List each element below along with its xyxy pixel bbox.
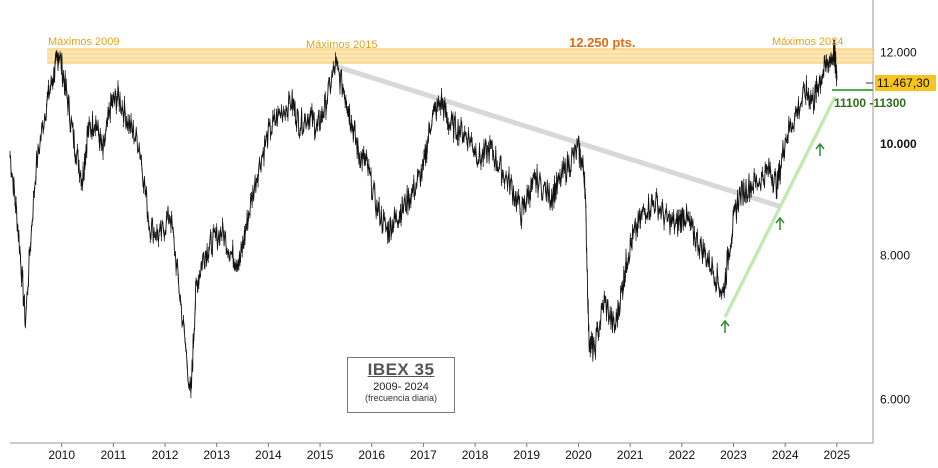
y-tick-label: 8.000 — [880, 249, 910, 263]
x-tick-label: 2022 — [668, 448, 695, 462]
up-arrow — [815, 142, 825, 156]
x-tick-label: 2023 — [720, 448, 747, 462]
x-tick-label: 2015 — [307, 448, 334, 462]
chart-title: IBEX 35 — [367, 360, 435, 379]
price-tag-box — [875, 75, 936, 91]
annotation-max-2024: Máximos 2024 — [772, 36, 844, 48]
x-tick-label: 2010 — [48, 448, 75, 462]
annotation-level: 12.250 pts. — [569, 35, 636, 50]
y-tick-label: 10.000 — [880, 137, 917, 151]
price-series — [9, 39, 838, 399]
y-tick-label: 12.000 — [880, 46, 917, 60]
x-ticks: 2010 2011 2012 2013 2014 2015 2016 2017 2018 2019… — [48, 443, 850, 462]
x-tick-label: 2016 — [358, 448, 385, 462]
chart-subtitle: 2009- 2024 — [373, 381, 429, 393]
x-tick-label: 2025 — [823, 448, 850, 462]
uptrend-line — [723, 96, 837, 318]
up-arrow — [720, 319, 730, 333]
x-tick-label: 2017 — [410, 448, 437, 462]
annotation-support: 11100 -11300 — [834, 96, 906, 110]
chart-note: (frecuencia diaria) — [364, 393, 438, 403]
x-tick-label: 2012 — [152, 448, 179, 462]
up-arrow — [775, 216, 785, 230]
x-tick-label: 2024 — [772, 448, 799, 462]
chart-frame — [10, 0, 874, 444]
price-line — [9, 44, 838, 394]
annotation-max-2009: Máximos 2009 — [48, 36, 120, 48]
x-tick-label: 2019 — [513, 448, 540, 462]
x-tick-label: 2021 — [617, 448, 644, 462]
x-tick-label: 2020 — [565, 448, 592, 462]
y-tick-label: 6.000 — [880, 392, 910, 406]
x-tick-label: 2018 — [462, 448, 489, 462]
x-tick-label: 2014 — [255, 448, 282, 462]
price-tag-label: 11.467,30 — [877, 76, 930, 90]
x-tick-label: 2013 — [203, 448, 230, 462]
x-tick-label: 2011 — [100, 448, 126, 462]
arrows — [720, 142, 825, 333]
uptrend-line-highlight — [725, 98, 837, 320]
annotation-max-2015: Máximos 2015 — [306, 39, 378, 51]
downtrend-line — [334, 63, 783, 210]
chart-legend-box: IBEX 35 2009- 2024 (frecuencia diaria) — [347, 357, 455, 413]
last-price-tag: 11.467,30 — [866, 75, 936, 91]
y-ticks: 6.000 8.000 10.000 12.000 — [880, 46, 917, 407]
